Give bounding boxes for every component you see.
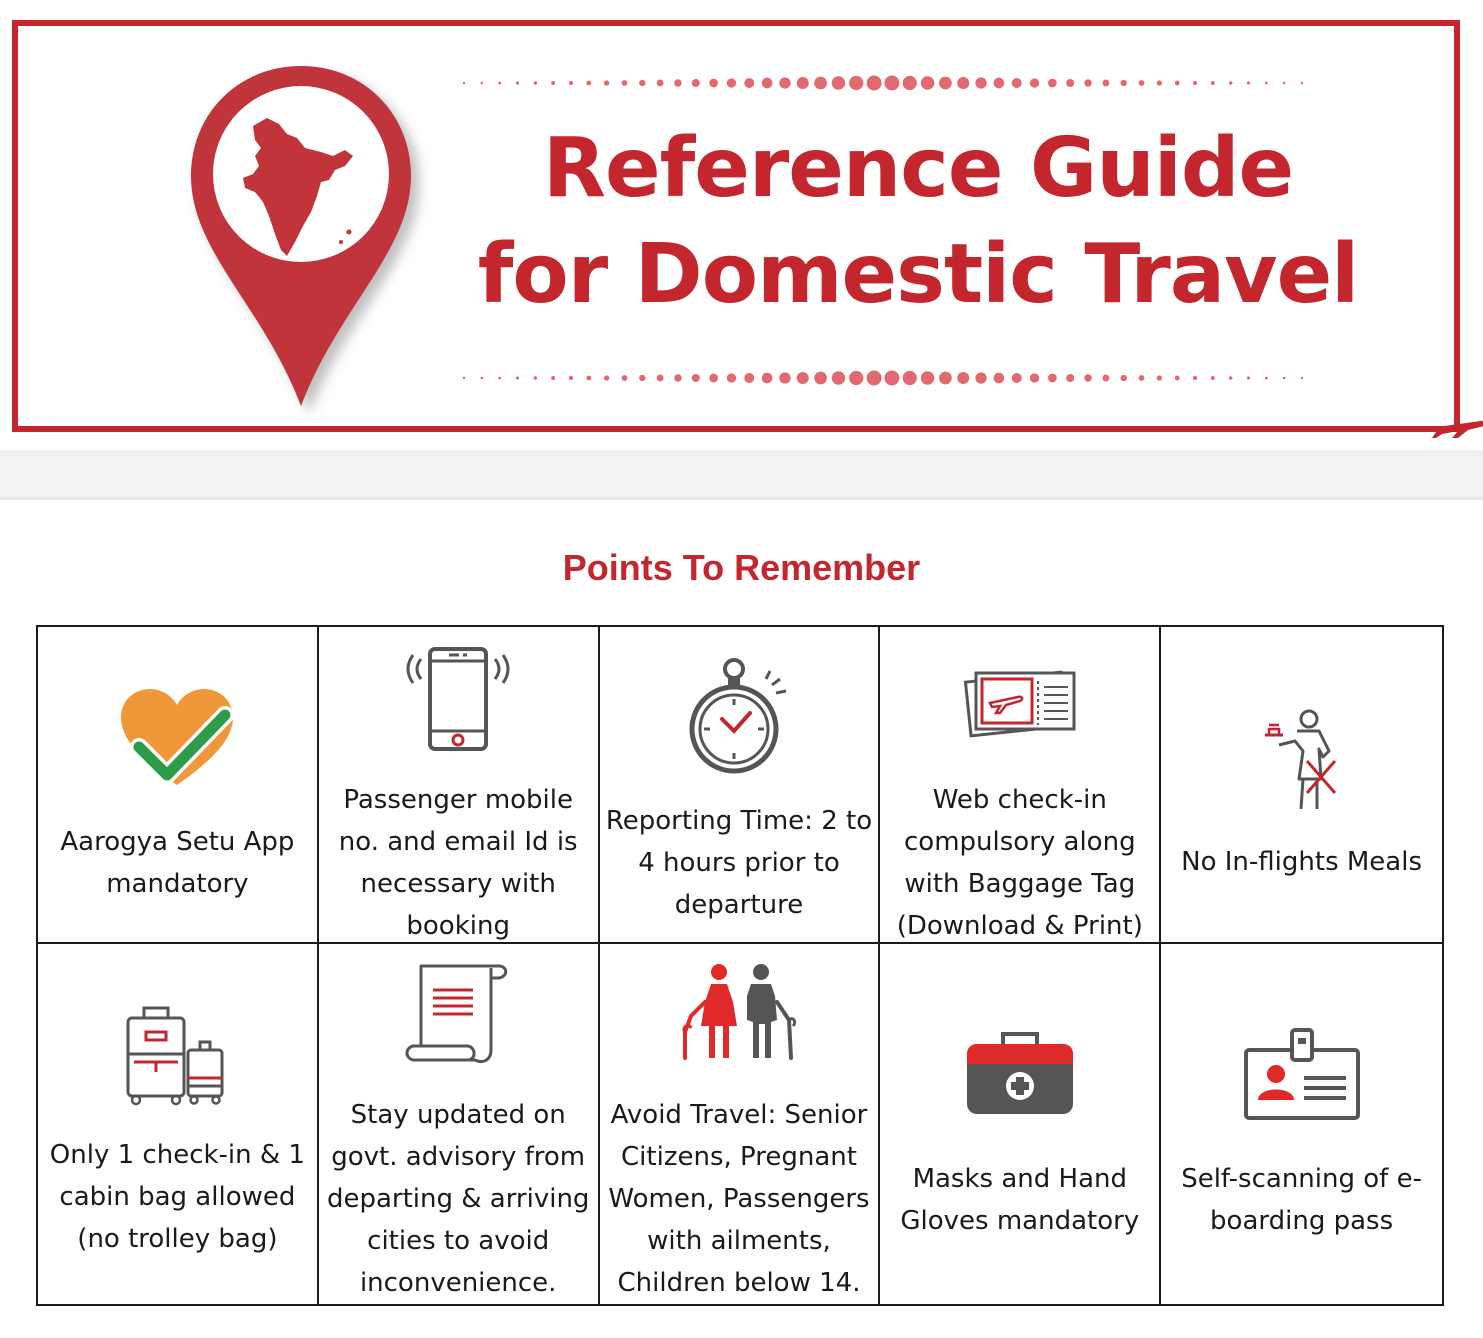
separator-band <box>0 450 1483 500</box>
point-label: Aarogya Setu App mandatory <box>60 827 295 899</box>
point-label: Only 1 check-in & 1 cabin bag allowed (n… <box>49 1140 305 1254</box>
point-label: Masks and Hand Gloves mandatory <box>900 1164 1140 1236</box>
point-avoid-travel: Avoid Travel: Senior Citizens, Pregnant … <box>600 944 881 1304</box>
point-masks-gloves: Masks and Hand Gloves mandatory <box>880 944 1162 1304</box>
point-label: Web check-in compulsory along with Bagga… <box>896 785 1143 941</box>
banner-title-line2: for Domestic Travel <box>477 227 1360 322</box>
scroll-document-icon <box>405 964 508 1064</box>
point-label: No In-flights Meals <box>1181 847 1423 877</box>
luggage-icon <box>126 1006 224 1106</box>
point-self-scanning: Self-scanning of e- boarding pass <box>1161 944 1442 1304</box>
mobile-phone-icon <box>406 647 510 751</box>
dotted-divider-top <box>462 75 1304 91</box>
location-pin-india-map-icon <box>191 66 411 406</box>
point-label: Reporting Time: 2 to 4 hours prior to de… <box>605 806 873 920</box>
point-govt-advisory: Stay updated on govt. advisory from depa… <box>319 944 600 1304</box>
banner-title: Reference Guide for Domestic Travel <box>468 116 1368 328</box>
banner: Reference Guide for Domestic Travel <box>12 20 1483 438</box>
points-grid: Aarogya Setu App mandatory Passenger mob… <box>36 625 1444 1306</box>
section-title: Points To Remember <box>562 547 921 588</box>
no-meal-icon <box>1264 709 1336 810</box>
banner-title-line1: Reference Guide <box>542 121 1294 216</box>
boarding-ticket-icon <box>963 670 1076 738</box>
point-label: Self-scanning of e- boarding pass <box>1181 1164 1422 1236</box>
point-label: Passenger mobile no. and email Id is nec… <box>338 785 578 941</box>
id-badge-icon <box>1243 1028 1360 1120</box>
point-contact-details: Passenger mobile no. and email Id is nec… <box>318 627 600 944</box>
dotted-divider-bottom <box>462 370 1304 386</box>
heart-check-icon <box>121 689 235 785</box>
point-reporting-time: Reporting Time: 2 to 4 hours prior to de… <box>599 627 881 944</box>
point-baggage: Only 1 check-in & 1 cabin bag allowed (n… <box>38 944 319 1304</box>
point-label: Avoid Travel: Senior Citizens, Pregnant … <box>608 1100 870 1298</box>
point-no-meals: No In-flights Meals <box>1161 627 1442 944</box>
first-aid-kit-icon <box>966 1032 1073 1114</box>
senior-citizens-icon <box>682 964 797 1060</box>
point-label: Stay updated on govt. advisory from depa… <box>326 1100 590 1298</box>
stopwatch-icon <box>689 658 787 774</box>
airplane-icon <box>1430 420 1483 438</box>
point-aarogya-setu: Aarogya Setu App mandatory <box>38 627 319 944</box>
point-web-checkin: Web check-in compulsory along with Bagga… <box>880 627 1162 944</box>
